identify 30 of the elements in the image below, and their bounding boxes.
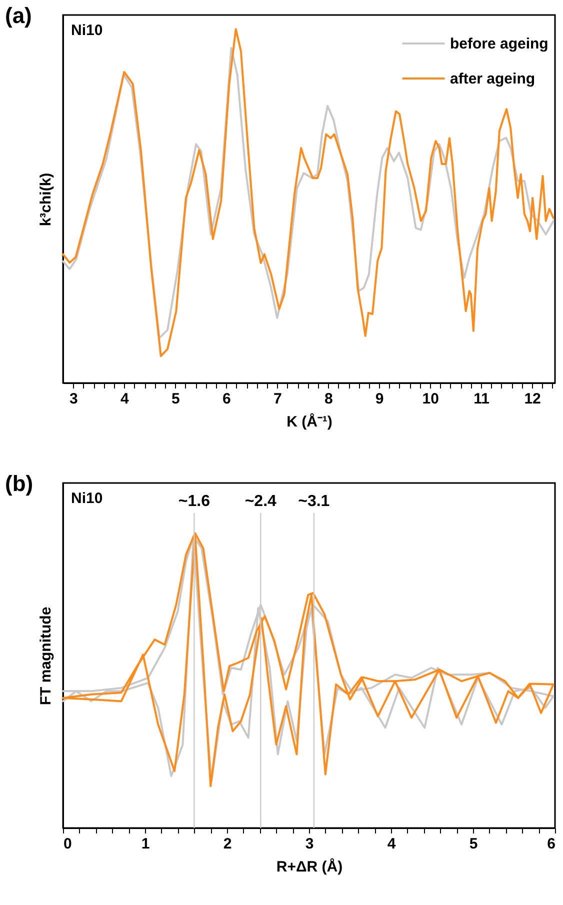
chart-title: (b) xyxy=(5,471,34,496)
ref-line-label: ~3.1 xyxy=(298,493,330,510)
x-tick-label: 12 xyxy=(524,390,541,408)
x-tick-label: 4 xyxy=(120,390,130,408)
legend-label: before ageing xyxy=(450,36,548,52)
x-tick-label: 6 xyxy=(547,836,556,852)
x-tick-label: 7 xyxy=(273,390,282,408)
y-axis-title: k³chi(k) xyxy=(38,172,54,226)
x-axis-title: R+ΔR (Å) xyxy=(276,858,343,876)
x-tick-label: 8 xyxy=(324,390,333,408)
x-tick-label: 11 xyxy=(474,390,490,408)
x-tick-label: 3 xyxy=(305,836,314,852)
x-tick-label: 5 xyxy=(171,390,180,408)
y-axis-title: FT magnitude xyxy=(38,606,54,706)
x-tick-label: 6 xyxy=(222,390,231,408)
x-tick-label: 4 xyxy=(387,836,396,852)
x-axis-title: K (Å⁻¹) xyxy=(286,412,332,430)
annotation: Ni10 xyxy=(71,22,103,39)
chart-title: (a) xyxy=(5,3,32,28)
x-tick-label: 0 xyxy=(64,836,72,852)
x-tick-label: 2 xyxy=(223,836,232,852)
x-tick-label: 10 xyxy=(422,390,439,408)
x-tick-label: 3 xyxy=(70,390,78,408)
legend-label: after ageing xyxy=(450,70,536,88)
x-tick-label: 1 xyxy=(141,836,150,852)
x-tick-label: 5 xyxy=(469,836,478,852)
text: Ni10 xyxy=(71,490,103,507)
x-tick-label: 9 xyxy=(375,390,384,408)
ref-line-label: ~1.6 xyxy=(178,493,210,510)
ref-line-label: ~2.4 xyxy=(244,493,277,510)
